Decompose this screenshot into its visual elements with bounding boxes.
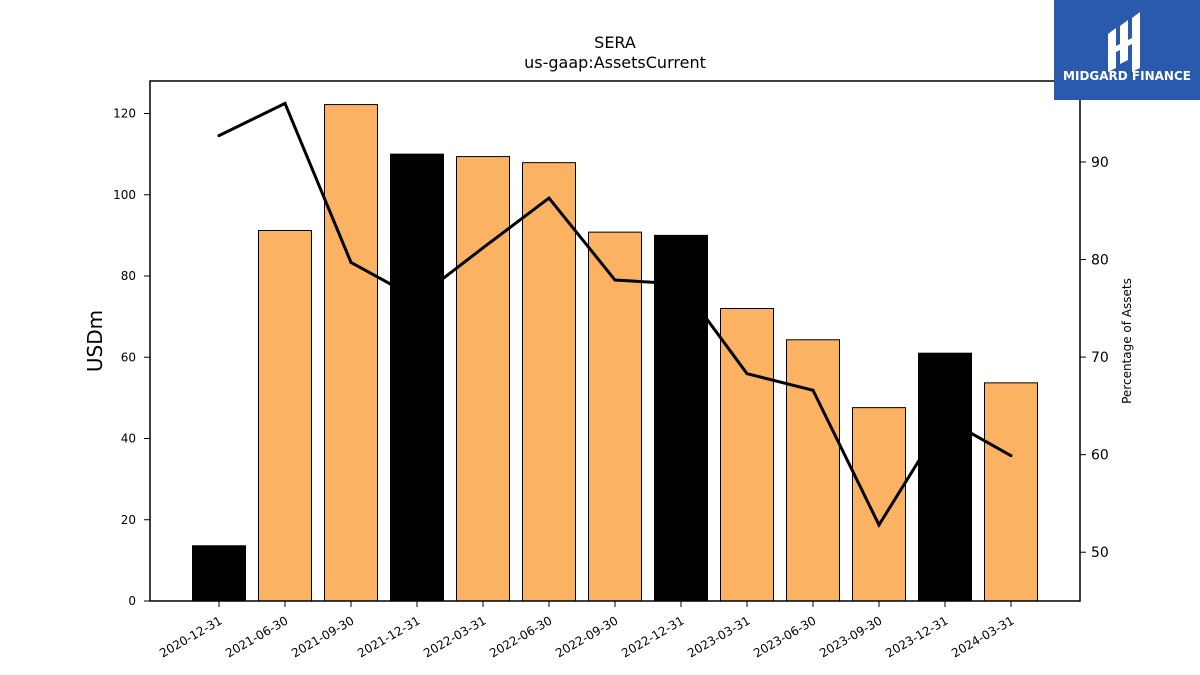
y2-tick-label-60: 60 [1091, 448, 1109, 464]
bar-2020-12-31 [192, 545, 246, 602]
bar-2022-09-30 [588, 231, 642, 602]
bar-2022-06-30 [522, 162, 576, 602]
x-tick-label-2023-03-31: 2023-03-31 [685, 613, 752, 660]
logo-text: MIDGARD FINANCE [1063, 69, 1191, 83]
line-point-2022-06-30 [547, 196, 551, 200]
y2-tick-label-50: 50 [1091, 545, 1109, 561]
line-point-2021-12-31 [415, 297, 419, 301]
x-tick-label-2024-03-31: 2024-03-31 [949, 613, 1016, 660]
y2-tick-label-90: 90 [1091, 155, 1109, 171]
bar-2023-09-30 [852, 407, 906, 602]
y-axis-label: USDm [83, 310, 107, 372]
y2-tick-label-70: 70 [1091, 350, 1109, 366]
line-point-2022-09-30 [613, 278, 617, 282]
line-point-2022-12-31 [679, 282, 683, 286]
chart-subtitle: us-gaap:AssetsCurrent [524, 53, 706, 72]
bar-2021-12-31 [390, 153, 444, 602]
bar-2021-09-30 [324, 104, 378, 602]
bar-2022-12-31 [654, 234, 708, 602]
x-tick-label-2023-06-30: 2023-06-30 [751, 613, 818, 660]
y-tick-label-20: 20 [121, 513, 136, 527]
x-axis: 2020-12-312021-06-302021-09-302021-12-31… [157, 601, 1017, 660]
bar-2022-03-31 [456, 156, 510, 602]
line-point-2022-03-31 [481, 246, 485, 250]
y-tick-label-80: 80 [121, 269, 136, 283]
bar-2023-12-31 [918, 352, 972, 602]
y-tick-label-0: 0 [128, 594, 136, 608]
bar-2021-06-30 [258, 230, 312, 602]
x-tick-label-2021-06-30: 2021-06-30 [223, 613, 290, 660]
line-point-2021-09-30 [349, 260, 353, 264]
x-tick-label-2022-06-30: 2022-06-30 [487, 613, 554, 660]
line-point-2023-12-31 [943, 417, 947, 421]
logo-mark-icon [1108, 12, 1140, 72]
line-point-2023-03-31 [745, 372, 749, 376]
bar-2024-03-31 [984, 382, 1038, 602]
x-tick-label-2021-09-30: 2021-09-30 [289, 613, 356, 660]
x-tick-label-2020-12-31: 2020-12-31 [157, 613, 224, 660]
x-tick-label-2022-03-31: 2022-03-31 [421, 613, 488, 660]
x-tick-label-2021-12-31: 2021-12-31 [355, 613, 422, 660]
line-point-2020-12-31 [217, 134, 221, 138]
line-series [217, 101, 1013, 528]
line-point-2023-06-30 [811, 388, 815, 392]
bar-2023-03-31 [720, 308, 774, 602]
y-tick-label-40: 40 [121, 432, 136, 446]
x-tick-label-2022-09-30: 2022-09-30 [553, 613, 620, 660]
y2-axis-label: Percentage of Assets [1120, 278, 1134, 404]
x-tick-label-2023-12-31: 2023-12-31 [883, 613, 950, 660]
y-tick-label-120: 120 [113, 107, 136, 121]
bar-series [192, 104, 1038, 602]
y-tick-label-100: 100 [113, 188, 136, 202]
chart-title: SERA [594, 33, 636, 52]
line-point-2024-03-31 [1009, 454, 1013, 458]
midgard-finance-logo: MIDGARD FINANCE [1054, 0, 1200, 100]
y-axis-left: 0 20 40 60 80 100 120 [113, 107, 150, 608]
line-point-2023-09-30 [877, 523, 881, 527]
y-tick-label-60: 60 [121, 350, 136, 364]
y2-tick-label-80: 80 [1091, 253, 1109, 269]
bar-2023-06-30 [786, 339, 840, 602]
y-axis-right: 50 60 70 80 90 [1080, 155, 1109, 561]
x-tick-label-2023-09-30: 2023-09-30 [817, 613, 884, 660]
line-point-2021-06-30 [283, 101, 287, 105]
x-tick-label-2022-12-31: 2022-12-31 [619, 613, 686, 660]
